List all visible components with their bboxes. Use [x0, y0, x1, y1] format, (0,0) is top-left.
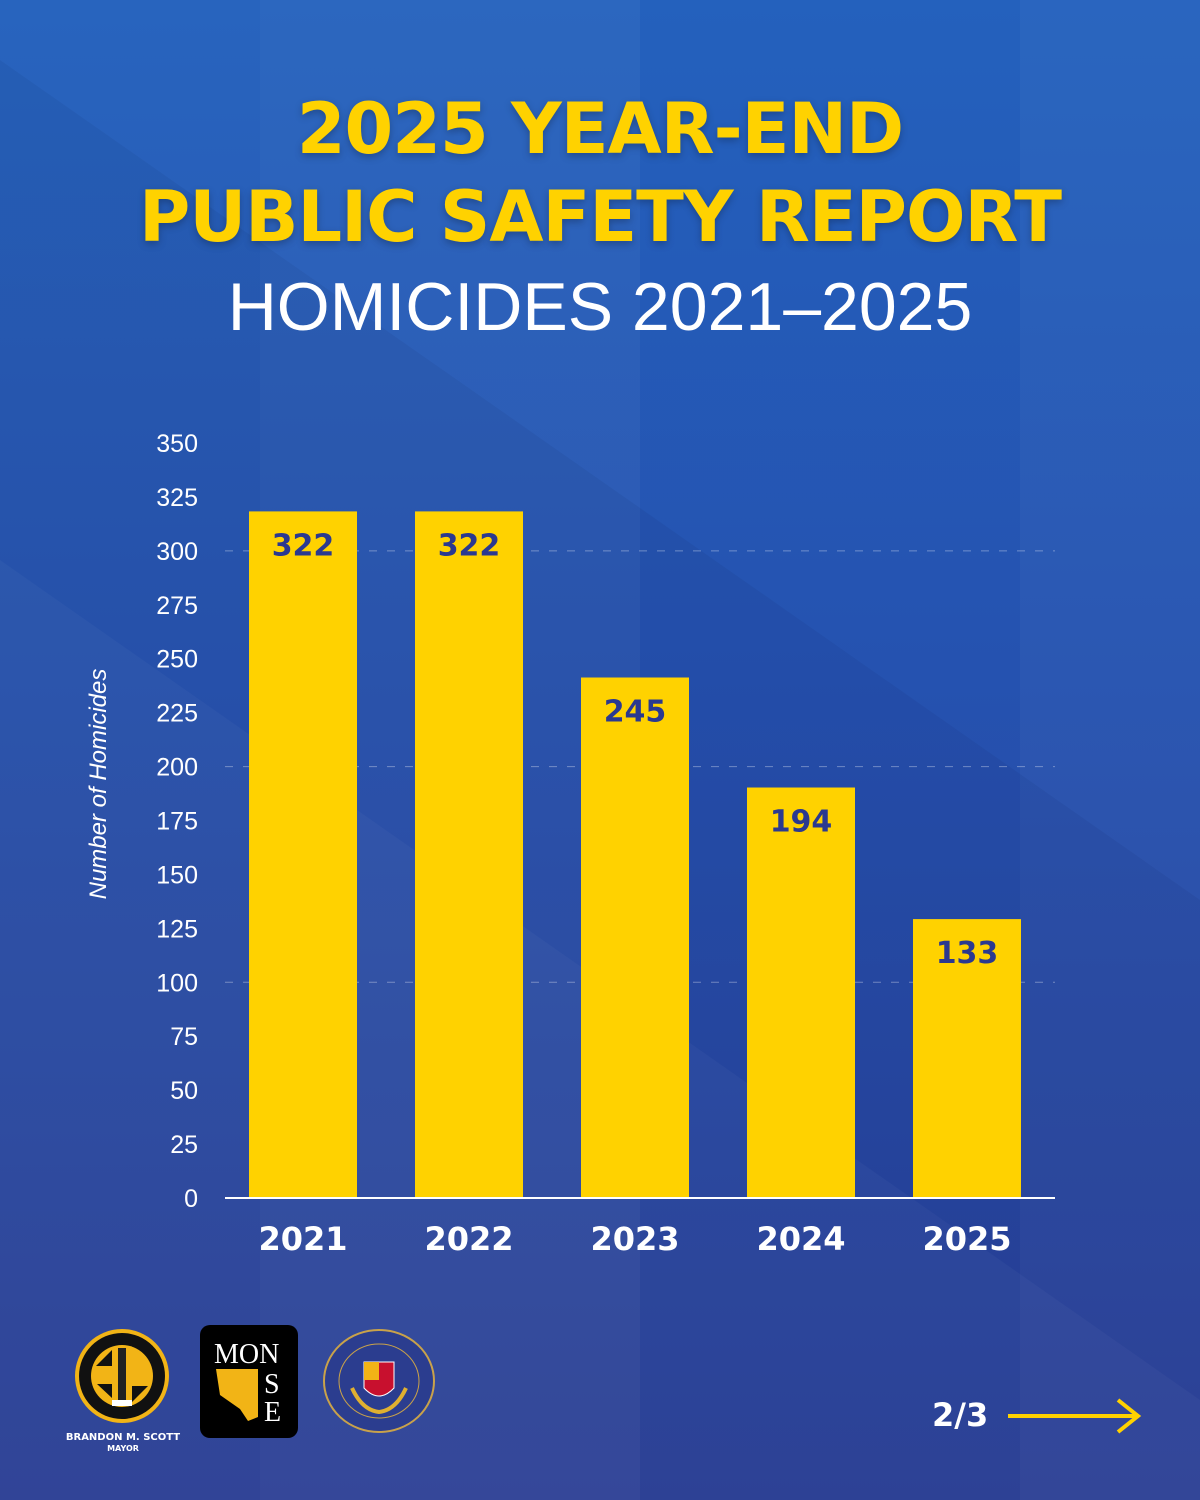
svg-text:MON: MON	[214, 1339, 279, 1370]
y-tick-label: 175	[156, 808, 198, 836]
mayor-title: MAYOR	[107, 1444, 139, 1453]
y-tick-label: 100	[156, 969, 198, 997]
bar	[249, 511, 357, 1198]
title-line-1: 2025 YEAR-END	[296, 88, 904, 170]
y-tick-label: 25	[170, 1131, 198, 1159]
bar	[747, 787, 855, 1198]
bar-value-label: 245	[604, 695, 667, 730]
x-tick-label: 2022	[424, 1220, 513, 1258]
x-tick-label: 2024	[756, 1220, 845, 1258]
title-line-2: PUBLIC SAFETY REPORT	[139, 176, 1062, 258]
x-tick-label: 2023	[590, 1220, 679, 1258]
mayor-name: BRANDON M. SCOTT	[65, 1432, 181, 1443]
city-of-baltimore-seal	[75, 1329, 169, 1423]
y-tick-label: 50	[170, 1077, 198, 1105]
x-tick-label: 2021	[258, 1220, 347, 1258]
bar-chart: Number of Homicides 0 25 50 75 100 125 150 175 2…	[85, 430, 1021, 1258]
bar	[581, 677, 689, 1198]
svg-text:E: E	[264, 1397, 281, 1428]
bar	[913, 919, 1021, 1198]
y-tick-label: 0	[184, 1185, 198, 1213]
x-tick-label: 2025	[922, 1220, 1011, 1258]
y-tick-label: 125	[156, 915, 198, 943]
svg-text:S: S	[264, 1369, 280, 1400]
y-tick-label: 250	[156, 646, 198, 674]
y-tick-label: 350	[156, 430, 198, 458]
monse-logo: MON S E	[200, 1325, 298, 1438]
y-tick-label: 75	[170, 1023, 198, 1051]
y-tick-label: 325	[156, 484, 198, 512]
y-tick-label: 275	[156, 592, 198, 620]
bar-value-label: 194	[770, 805, 833, 840]
y-tick-label: 300	[156, 538, 198, 566]
y-tick-label: 200	[156, 754, 198, 782]
arrow-right-icon[interactable]	[1006, 1396, 1142, 1436]
bar	[415, 511, 523, 1198]
baltimore-police-seal	[323, 1329, 435, 1433]
bar-value-label: 322	[438, 528, 501, 563]
y-tick-label: 150	[156, 861, 198, 889]
bar-value-label: 322	[272, 528, 335, 563]
y-tick-label: 225	[156, 700, 198, 728]
page-indicator: 2/3	[932, 1396, 989, 1434]
subtitle: HOMICIDES 2021–2025	[227, 269, 973, 345]
bar-value-label: 133	[936, 936, 999, 971]
y-axis-label: Number of Homicides	[85, 669, 112, 900]
